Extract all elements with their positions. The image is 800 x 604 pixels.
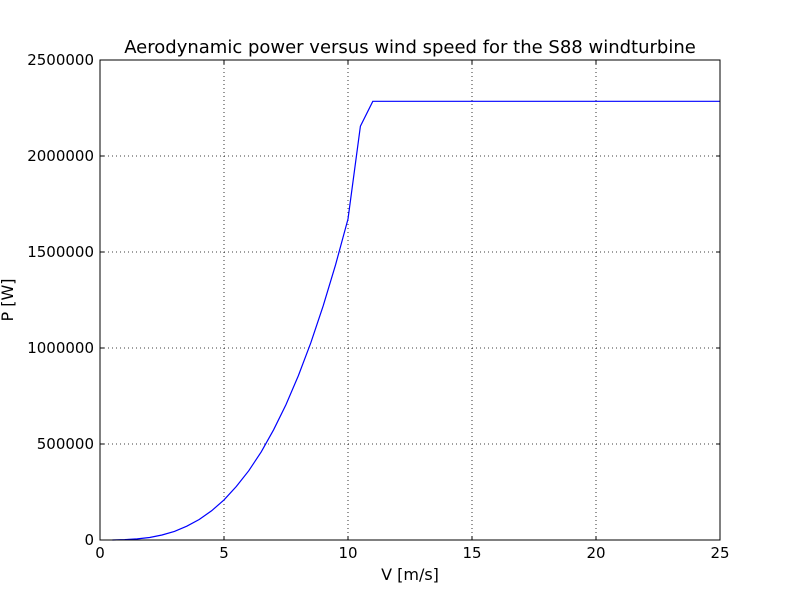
x-axis-label: V [m/s] (381, 565, 439, 584)
x-tick-label: 25 (710, 544, 729, 562)
y-tick-label: 1500000 (27, 243, 94, 261)
y-tick-label: 2000000 (27, 147, 94, 165)
x-tick-label: 10 (338, 544, 357, 562)
plot-area-frame (99, 59, 721, 541)
y-axis-label: P [W] (0, 278, 17, 321)
x-tick-label: 20 (586, 544, 605, 562)
series-layer (112, 100, 720, 541)
x-tick-label: 0 (95, 544, 105, 562)
y-tick-label: 0 (84, 531, 94, 549)
axis-ticks: 0 5 10 15 20 25 0 500000 1000000 1500000 2000000 25… (27, 51, 729, 562)
power-curve-line (112, 100, 720, 541)
grid-lines (100, 60, 720, 540)
y-tick-label: 2500000 (27, 51, 94, 69)
x-tick-label: 5 (219, 544, 229, 562)
y-tick-label: 1000000 (27, 339, 94, 357)
x-tick-label: 15 (462, 544, 481, 562)
y-tick-label: 500000 (37, 435, 94, 453)
chart-title: Aerodynamic power versus wind speed for … (124, 37, 696, 58)
